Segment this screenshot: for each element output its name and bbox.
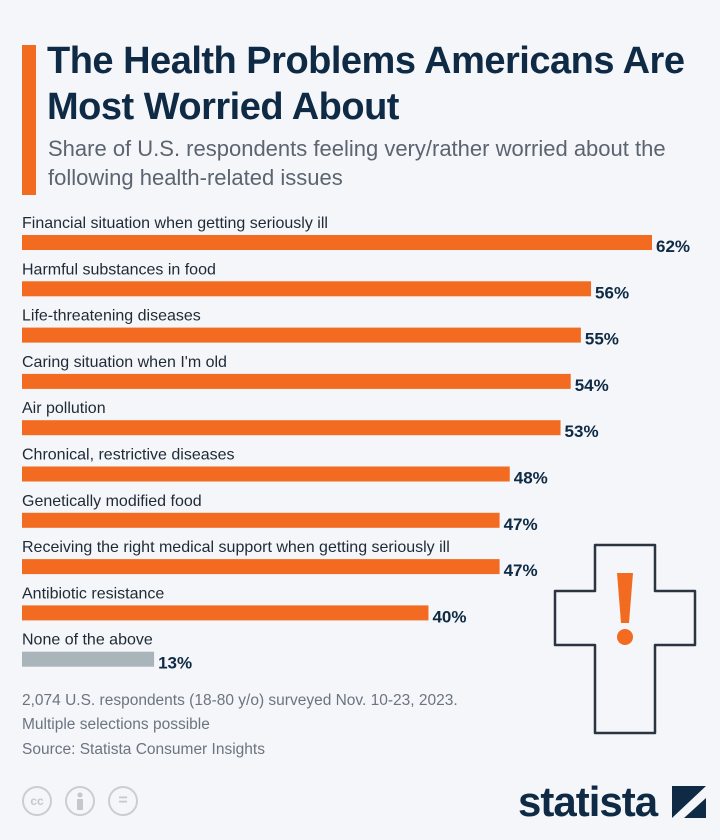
title-accent-bar [22, 45, 36, 195]
category-label: Genetically modified food [22, 493, 202, 510]
cc-icon[interactable]: cc [22, 786, 52, 816]
footnote-multiple: Multiple selections possible [22, 716, 210, 733]
bar [22, 651, 155, 667]
value-label: 13% [158, 654, 192, 673]
value-label: 55% [585, 330, 619, 349]
value-label: 40% [432, 607, 466, 626]
bar [22, 235, 652, 250]
statista-logo-mark [671, 786, 706, 818]
statista-logo[interactable]: statista [518, 778, 706, 826]
value-label: 56% [595, 283, 629, 302]
bar-chart: Financial situation when getting serious… [22, 215, 690, 673]
source-note: Source: Statista Consumer Insights [22, 741, 265, 758]
bar [22, 327, 581, 343]
category-label: Air pollution [22, 400, 106, 417]
value-label: 54% [575, 376, 609, 395]
footnote-sample: 2,074 U.S. respondents (18-80 y/o) surve… [22, 692, 458, 709]
category-label: Chronical, restrictive diseases [22, 447, 235, 464]
category-label: Caring situation when I'm old [22, 354, 227, 371]
bar [22, 559, 500, 575]
value-label: 47% [504, 515, 538, 534]
logo-text: statista [518, 778, 658, 825]
bar [22, 373, 571, 389]
category-label: Harmful substances in food [22, 261, 216, 278]
bar [22, 281, 592, 297]
value-label: 48% [514, 469, 548, 488]
bar [22, 466, 510, 482]
no-derivatives-icon[interactable]: = [108, 786, 138, 816]
category-label: Financial situation when getting serious… [22, 215, 328, 232]
medical-cross-exclamation-icon [553, 543, 697, 735]
category-label: Antibiotic resistance [22, 585, 164, 602]
value-label: 53% [565, 422, 599, 441]
category-label: Life-threatening diseases [22, 308, 201, 325]
value-label: 47% [504, 561, 538, 580]
attribution-icon[interactable] [65, 786, 95, 816]
category-label: Receiving the right medical support when… [22, 539, 450, 556]
category-label: None of the above [22, 632, 153, 649]
value-label: 62% [656, 237, 690, 256]
bar [22, 605, 429, 621]
chart-title: The Health Problems Americans Are Most W… [47, 40, 685, 128]
bar [22, 420, 561, 436]
chart-subtitle: Share of U.S. respondents feeling very/r… [48, 136, 666, 190]
bar [22, 512, 500, 528]
